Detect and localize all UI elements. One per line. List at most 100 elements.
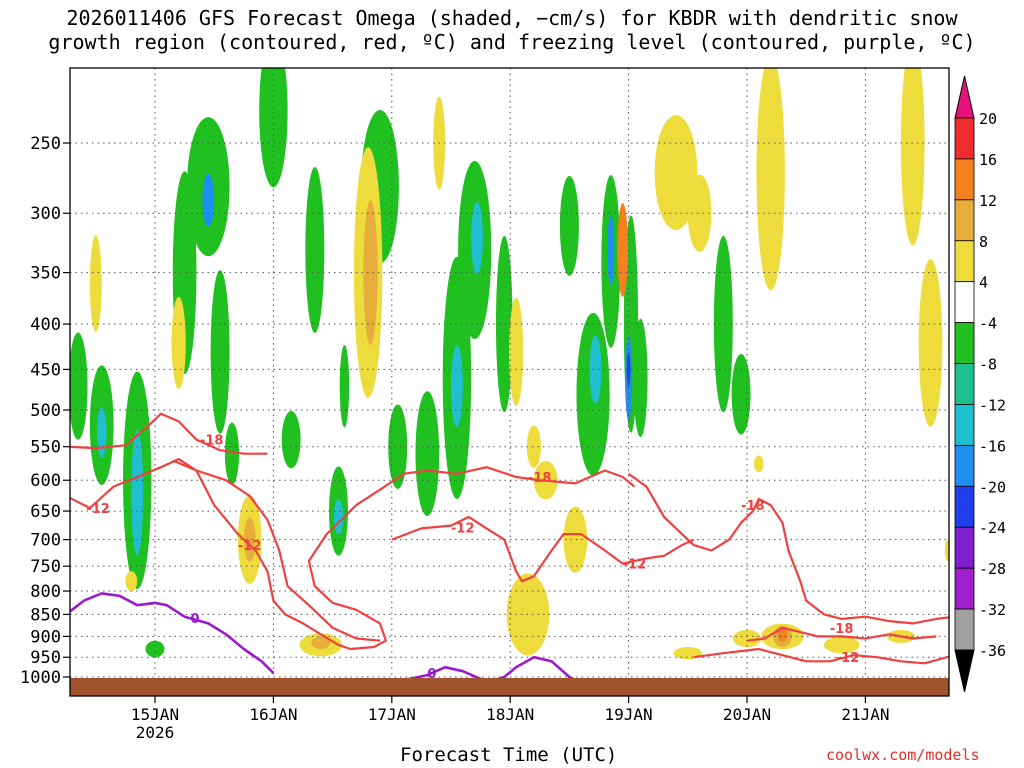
contour-label-1: -12 bbox=[86, 502, 110, 517]
omega-region-24 bbox=[495, 235, 513, 413]
credit-link[interactable]: coolwx.com/models bbox=[826, 746, 980, 764]
y-tick-label-750: 750 bbox=[30, 557, 61, 577]
omega-region-2 bbox=[96, 406, 107, 458]
omega-region-21 bbox=[451, 345, 463, 428]
omega-region-38 bbox=[171, 296, 186, 389]
colorbar-label-8: -16 bbox=[979, 437, 1006, 455]
x-tick-label-17JAN: 17JAN bbox=[368, 705, 416, 724]
dgz-contour-5 bbox=[693, 647, 949, 665]
omega-region-18 bbox=[388, 404, 408, 489]
chart-title-line-2: growth region (contoured, red, ºC) and f… bbox=[48, 30, 976, 54]
omega-region-66 bbox=[944, 539, 949, 562]
omega-region-55 bbox=[756, 68, 785, 291]
y-tick-label-450: 450 bbox=[30, 360, 61, 380]
colorbar-label-12: -32 bbox=[979, 601, 1006, 619]
omega-region-32 bbox=[626, 352, 631, 387]
contour-label-10: 0 bbox=[427, 667, 436, 682]
freezing-contour-0 bbox=[70, 592, 275, 675]
omega-region-62 bbox=[823, 636, 860, 654]
contour-label-8: -12 bbox=[836, 651, 860, 666]
x-axis-title: Forecast Time (UTC) bbox=[400, 744, 618, 766]
x-tick-sublabel-15JAN: 2026 bbox=[136, 723, 175, 742]
colorbar-label-5: -4 bbox=[979, 315, 997, 333]
dgz-contour-2 bbox=[172, 459, 381, 642]
omega-region-27 bbox=[589, 335, 602, 404]
omega-region-0 bbox=[70, 332, 88, 440]
omega-region-12 bbox=[259, 68, 288, 188]
colorbar-label-3: 8 bbox=[979, 233, 988, 251]
omega-region-35 bbox=[731, 354, 751, 435]
omega-region-57 bbox=[918, 258, 943, 427]
omega-region-9 bbox=[210, 270, 230, 434]
colorbar-label-6: -8 bbox=[979, 356, 997, 374]
omega-region-16 bbox=[339, 345, 350, 428]
colorbar-label-11: -28 bbox=[979, 560, 1006, 578]
omega-region-13 bbox=[305, 166, 325, 333]
contour-label-6: -18 bbox=[741, 499, 765, 514]
colorbar-bottom-triangle bbox=[954, 649, 975, 693]
plot-frame bbox=[69, 67, 950, 697]
y-tick-label-800: 800 bbox=[30, 582, 61, 602]
y-tick-label-300: 300 bbox=[30, 204, 61, 224]
colorbar-bin-2 bbox=[954, 199, 975, 242]
colorbar-bin-0 bbox=[954, 117, 975, 160]
omega-region-15 bbox=[333, 499, 344, 535]
omega-region-34 bbox=[713, 235, 733, 413]
dgz-contour-3 bbox=[391, 515, 695, 583]
y-tick-label-550: 550 bbox=[30, 438, 61, 458]
ground-surface-bar bbox=[70, 678, 949, 696]
colorbar-top-triangle bbox=[954, 75, 975, 119]
omega-region-44 bbox=[363, 200, 378, 345]
y-tick-label-400: 400 bbox=[30, 315, 61, 335]
colorbar-label-13: -36 bbox=[979, 642, 1006, 660]
contour-label-7: -18 bbox=[830, 622, 854, 637]
contour-label-0: -18 bbox=[200, 434, 224, 449]
omega-region-25 bbox=[559, 175, 579, 276]
y-tick-label-900: 900 bbox=[30, 627, 61, 647]
y-tick-label-500: 500 bbox=[30, 401, 61, 421]
x-tick-label-21JAN: 21JAN bbox=[841, 705, 889, 724]
colorbar-bin-8 bbox=[954, 444, 975, 487]
omega-shading-layer bbox=[70, 68, 949, 660]
colorbar-label-4: 4 bbox=[979, 274, 988, 292]
chart-title: 2026011406 GFS Forecast Omega (shaded, −… bbox=[0, 6, 1024, 54]
omega-region-19 bbox=[415, 391, 440, 517]
y-tick-label-600: 600 bbox=[30, 471, 61, 491]
x-tick-label-19JAN: 19JAN bbox=[605, 705, 653, 724]
colorbar-bin-4 bbox=[954, 281, 975, 324]
colorbar-bin-12 bbox=[954, 608, 975, 651]
omega-region-40 bbox=[243, 517, 256, 562]
contour-label-4: -12 bbox=[623, 558, 647, 573]
omega-region-11 bbox=[281, 411, 301, 469]
colorbar-label-9: -20 bbox=[979, 478, 1006, 496]
omega-region-23 bbox=[471, 201, 483, 275]
omega-region-54 bbox=[687, 174, 712, 252]
chart-title-line-1: 2026011406 GFS Forecast Omega (shaded, −… bbox=[66, 6, 958, 30]
x-tick-label-18JAN: 18JAN bbox=[486, 705, 534, 724]
x-tick-label-20JAN: 20JAN bbox=[723, 705, 771, 724]
omega-region-53 bbox=[654, 115, 698, 231]
omega-region-33 bbox=[633, 318, 648, 437]
colorbar-bin-3 bbox=[954, 240, 975, 283]
omega-region-65 bbox=[754, 455, 764, 473]
omega-region-36 bbox=[89, 235, 102, 332]
colorbar-bin-1 bbox=[954, 158, 975, 201]
colorbar-bin-9 bbox=[954, 485, 975, 528]
y-axis-pressure: 2503003504004505005506006507007508008509… bbox=[20, 134, 70, 688]
contour-label-2: -12 bbox=[238, 539, 262, 554]
colorbar-label-2: 12 bbox=[979, 192, 997, 210]
omega-region-61 bbox=[732, 630, 762, 648]
colorbar-legend: 20 16 12 8 4 -4 -8 -12 -16 -20 -24 -28 -32 -36 bbox=[954, 75, 1006, 693]
colorbar-bin-7 bbox=[954, 404, 975, 446]
contour-label-3: -12 bbox=[451, 521, 475, 536]
omega-region-5 bbox=[145, 640, 165, 658]
colorbar-label-0: 20 bbox=[979, 110, 997, 128]
colorbar-label-7: -12 bbox=[979, 396, 1006, 414]
y-tick-label-250: 250 bbox=[30, 134, 61, 154]
x-tick-label-16JAN: 16JAN bbox=[249, 705, 297, 724]
omega-region-10 bbox=[224, 422, 240, 485]
y-tick-label-700: 700 bbox=[30, 531, 61, 551]
y-tick-label-950: 950 bbox=[30, 648, 61, 668]
